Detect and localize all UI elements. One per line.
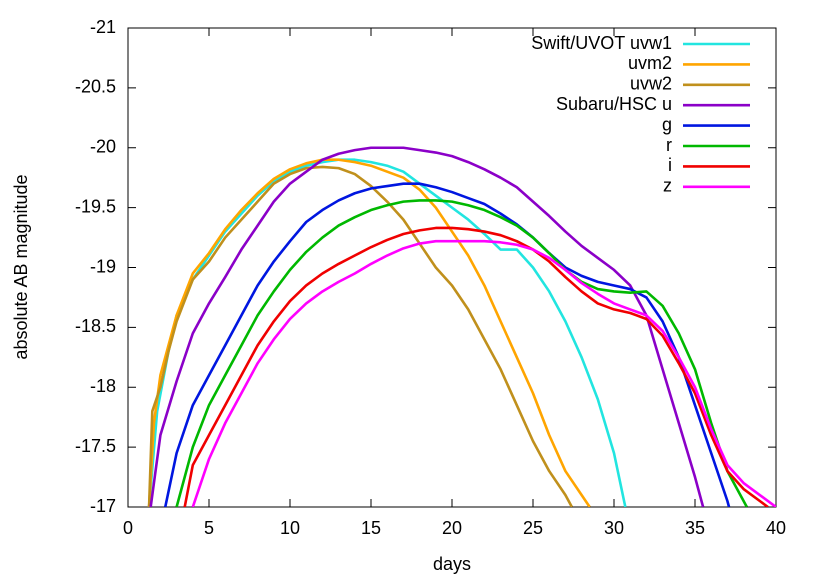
legend-label: r	[666, 135, 672, 155]
legend-label: i	[668, 155, 672, 175]
x-tick-label: 15	[361, 518, 381, 538]
y-tick-label: -20	[90, 137, 116, 157]
series-line	[163, 182, 731, 507]
y-tick-label: -19.5	[75, 196, 116, 216]
x-tick-label: 5	[204, 518, 214, 538]
series-line	[147, 158, 627, 507]
legend-label: Swift/UVOT uvw1	[531, 33, 672, 53]
series-line	[191, 239, 776, 507]
x-tick-label: 0	[123, 518, 133, 538]
y-tick-label: -18	[90, 376, 116, 396]
legend-label: uvw2	[630, 74, 672, 94]
x-tick-label: 40	[766, 518, 786, 538]
x-tick-label: 20	[442, 518, 462, 538]
y-tick-label: -17.5	[75, 436, 116, 456]
series-line	[147, 165, 574, 507]
x-tick-label: 35	[685, 518, 705, 538]
plot-frame	[127, 27, 777, 508]
y-tick-label: -20.5	[75, 77, 116, 97]
legend-label: g	[662, 114, 672, 134]
series-line	[147, 158, 591, 507]
y-tick-label: -17	[90, 496, 116, 516]
y-tick-label: -18.5	[75, 316, 116, 336]
series-line	[183, 226, 769, 507]
x-tick-label: 10	[280, 518, 300, 538]
x-tick-label: 25	[523, 518, 543, 538]
y-axis-label: absolute AB magnitude	[11, 174, 31, 359]
series-line	[175, 199, 748, 507]
series-line	[149, 146, 705, 507]
y-tick-label: -19	[90, 256, 116, 276]
x-axis-label: days	[433, 554, 471, 574]
x-tick-label: 30	[604, 518, 624, 538]
y-tick-label: -21	[90, 17, 116, 37]
legend-label: uvm2	[628, 53, 672, 73]
legend-label: Subaru/HSC u	[556, 94, 672, 114]
plot-lines	[147, 146, 776, 507]
legend-label: z	[663, 176, 672, 196]
